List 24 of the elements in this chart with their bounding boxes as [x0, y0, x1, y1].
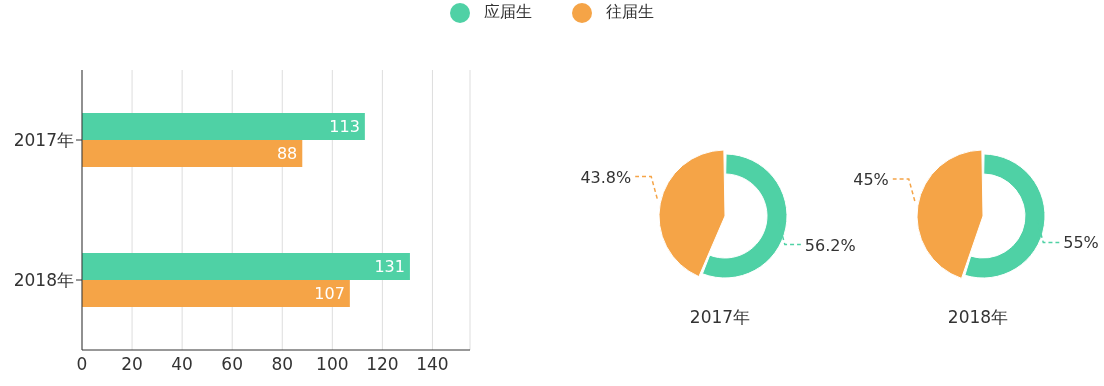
data-label: 131 [374, 257, 405, 277]
bar [82, 280, 350, 307]
x-tick-label: 0 [76, 354, 88, 375]
x-tick-label: 100 [316, 354, 349, 375]
x-tick-label: 40 [171, 354, 193, 375]
text: 2018年 [946, 306, 1010, 329]
data-label: 45% [853, 169, 889, 189]
text: 2017年 [688, 306, 752, 329]
legend-label: 往届生 [606, 2, 654, 23]
data-label: 88 [276, 144, 298, 164]
data-label: 43.8% [580, 167, 632, 187]
data-label: 113 [329, 117, 360, 137]
data-label: 55% [1063, 233, 1099, 253]
x-tick-label: 120 [366, 354, 399, 375]
data-label: 107 [314, 284, 345, 304]
x-tick-label: 80 [271, 354, 294, 375]
x-tick-label: 60 [221, 354, 244, 375]
bar [82, 140, 303, 167]
bar [82, 253, 410, 280]
legend-label: 应届生 [484, 2, 532, 23]
data-label: 56.2% [804, 235, 856, 255]
x-tick-label: 140 [416, 354, 449, 375]
bar [82, 113, 365, 140]
x-tick-label: 20 [121, 354, 143, 375]
